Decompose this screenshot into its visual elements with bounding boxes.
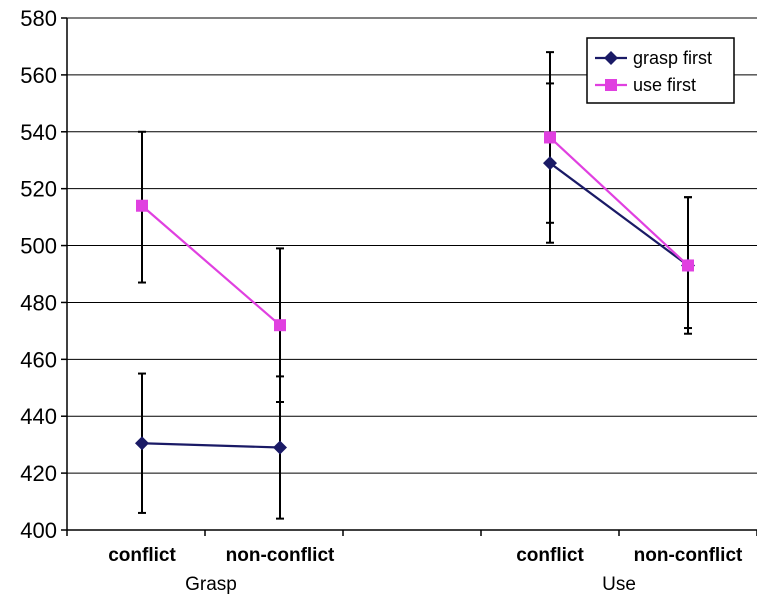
square-marker: [605, 79, 617, 91]
y-tick-label: 500: [20, 234, 57, 259]
y-tick-label: 540: [20, 120, 57, 145]
series-line: [549, 162, 689, 267]
y-axis-ticks: 400 420 440 460 480 500 520 540 560 580: [20, 6, 67, 543]
diamond-marker: [604, 51, 618, 65]
series-lines: [141, 136, 689, 449]
square-marker: [682, 259, 694, 272]
legend: grasp first use first: [586, 37, 735, 104]
error-bars: [138, 51, 692, 520]
y-tick-label: 480: [20, 290, 57, 315]
y-tick-label: 460: [20, 347, 57, 372]
y-tick-label: 560: [20, 63, 57, 88]
x-category-label: conflict: [108, 545, 176, 566]
x-category-label: conflict: [516, 545, 584, 566]
x-category-label: non-conflict: [226, 545, 335, 566]
y-tick-label: 420: [20, 461, 57, 486]
series-markers: [135, 131, 695, 455]
series-line: [549, 136, 689, 267]
square-marker: [544, 131, 556, 144]
axes: [66, 18, 757, 531]
x-group-label: Grasp: [185, 574, 237, 595]
x-group-label: Use: [602, 574, 636, 595]
legend-box: [586, 37, 735, 104]
legend-label: use first: [633, 75, 696, 95]
gridlines: [67, 17, 757, 531]
series-line: [141, 204, 281, 327]
y-tick-label: 440: [20, 404, 57, 429]
x-category-label: non-conflict: [634, 545, 743, 566]
diamond-marker: [135, 436, 149, 451]
diamond-marker: [543, 156, 557, 171]
diamond-marker: [273, 440, 287, 455]
square-marker: [274, 319, 286, 332]
series-line: [141, 442, 281, 449]
y-tick-label: 580: [20, 6, 57, 31]
y-tick-label: 400: [20, 518, 57, 543]
y-tick-label: 520: [20, 177, 57, 202]
square-marker: [136, 199, 148, 212]
legend-label: grasp first: [633, 48, 712, 68]
x-axis-ticks: conflict non-conflict Grasp conflict non-con…: [66, 530, 757, 595]
